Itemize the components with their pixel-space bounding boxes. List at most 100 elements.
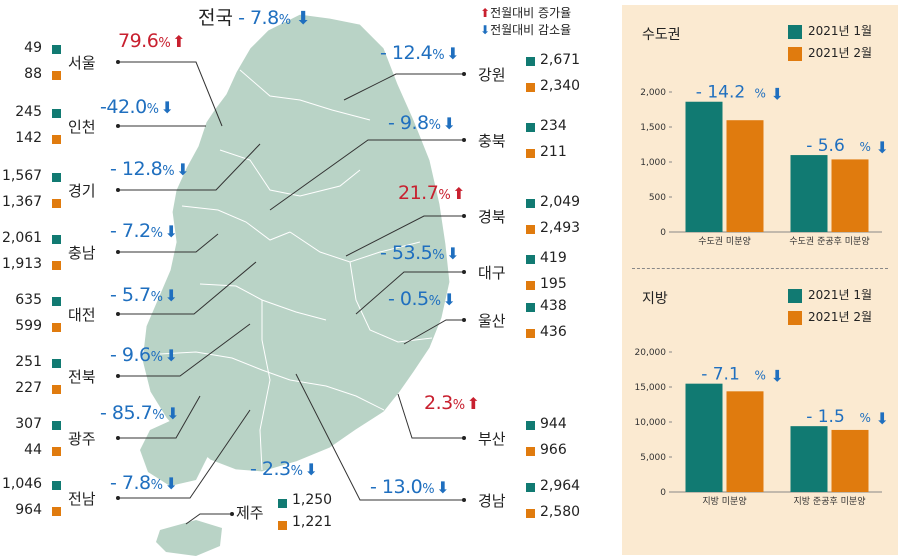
bar-jan: [685, 383, 723, 492]
region-name-jeju: 제주: [236, 504, 264, 522]
map-title: 전국: [198, 7, 233, 29]
change-value: - 12.8: [110, 158, 163, 180]
jeju-island: [156, 520, 222, 556]
arrow-down-icon: ⬇: [876, 409, 889, 428]
national-change: - 7.8: [238, 7, 279, 29]
jan-marker: [526, 57, 535, 66]
category-label: 지방 준공후 미분양: [794, 496, 866, 507]
region-feb-value: 2,340: [540, 78, 581, 94]
region-name: 대구: [478, 264, 506, 282]
region-jan-value: 49: [24, 40, 42, 56]
arrow-down-icon: ⬇: [436, 478, 450, 497]
change-value: - 12.4: [380, 42, 433, 64]
arrow-down-icon: ⬇: [164, 346, 178, 365]
y-tick-label: 2,000: [640, 88, 666, 98]
korea-map: [140, 13, 451, 556]
region-feb-value: 599: [15, 318, 42, 334]
arrow-down-icon: ⬇: [480, 23, 491, 37]
y-tick-label: 10,000: [635, 418, 667, 428]
arrow-down-icon: ⬇: [160, 98, 174, 117]
region-change: - 7.2% ⬇: [110, 220, 178, 242]
change-value: - 7.8: [110, 472, 151, 494]
region-change: 79.6% ⬆: [118, 30, 186, 52]
change-value: 79.6: [118, 30, 159, 52]
region-change: - 85.7% ⬇: [100, 402, 179, 424]
change-value: -42.0: [100, 96, 147, 118]
jan-marker: [526, 199, 535, 208]
bar-feb: [726, 391, 764, 492]
region-change: - 12.8% ⬇: [110, 158, 189, 180]
feb-marker: [52, 199, 61, 208]
legend-swatch-jan: [788, 288, 802, 303]
feb-marker: [526, 83, 535, 92]
arrow-down-icon: ⬇: [176, 160, 190, 179]
region-feb-value: 436: [540, 324, 567, 340]
arrow-down-icon: ⬇: [164, 474, 178, 493]
region-name: 경남: [478, 492, 506, 510]
region-feb-value: 1,221: [292, 514, 333, 530]
bar-feb: [831, 429, 869, 492]
region-feb-value: 964: [15, 502, 42, 518]
arrow-down-icon: ⬇: [442, 290, 456, 309]
region-feb-value: 966: [540, 442, 567, 458]
feb-marker: [52, 385, 61, 394]
chart1-legend-feb: 2021년 2월: [788, 44, 872, 61]
change-unit: %: [150, 478, 163, 493]
region-feb-value: 2,580: [540, 504, 581, 520]
jan-marker: [526, 123, 535, 132]
bar-feb: [726, 120, 764, 232]
bar-change-value: - 14.2: [696, 83, 745, 103]
region-name: 인천: [68, 118, 96, 136]
region-jan-value: 419: [540, 250, 567, 266]
legend-decrease-label: 전월대비 감소율: [490, 23, 572, 37]
arrow-down-icon: ⬇: [446, 44, 460, 63]
legend-increase-label: 전월대비 증가율: [490, 6, 572, 20]
feb-marker: [52, 507, 61, 516]
region-feb-value: 1,367: [2, 194, 43, 210]
region-jan-value: 635: [15, 292, 42, 308]
region-name: 광주: [68, 430, 96, 448]
chart2-title: 지방: [642, 291, 668, 307]
region-jan-value: 251: [15, 354, 42, 370]
change-value: 2.3: [424, 392, 453, 414]
region-change: -42.0% ⬇: [100, 96, 174, 118]
region-jan-value: 307: [15, 416, 42, 432]
chart1-title: 수도권: [642, 27, 681, 43]
jan-marker: [526, 255, 535, 264]
region-name: 충북: [478, 132, 506, 150]
region-change: - 9.6% ⬇: [110, 344, 178, 366]
feb-marker: [52, 447, 61, 456]
change-unit: %: [290, 464, 303, 479]
region-jan-value: 234: [540, 118, 567, 134]
legend-increase: ⬆전월대비 증가율: [480, 4, 571, 21]
change-unit: %: [152, 408, 165, 423]
change-value: - 5.7: [110, 284, 151, 306]
bar-feb: [831, 159, 869, 232]
region-change: - 7.8% ⬇: [110, 472, 178, 494]
arrow-up-icon: ⬆: [172, 32, 186, 51]
region-feb-value: 227: [15, 380, 42, 396]
region-feb-value: 142: [15, 130, 42, 146]
arrow-down-icon: ⬇: [295, 8, 311, 29]
bar-jan: [790, 426, 828, 492]
jan-marker: [52, 297, 61, 306]
change-value: - 9.6: [110, 344, 151, 366]
feb-marker: [52, 323, 61, 332]
region-name: 충남: [68, 244, 96, 262]
bar-jan: [685, 101, 723, 232]
feb-marker: [278, 521, 287, 530]
category-label: 수도권 준공후 미분양: [789, 235, 869, 247]
legend-swatch-feb: [788, 46, 802, 61]
y-tick-label: 0: [660, 488, 666, 498]
jan-marker: [52, 235, 61, 244]
bar-change-unit: %: [755, 87, 766, 101]
change-value: - 0.5: [388, 288, 429, 310]
arrow-down-icon: ⬇: [304, 460, 318, 479]
region-feb-value: 211: [540, 144, 567, 160]
category-label: 지방 미분양: [702, 496, 746, 507]
arrow-down-icon: ⬇: [771, 85, 784, 104]
y-tick-label: 500: [649, 193, 666, 203]
national-header: 전국 - 7.8% ⬇: [198, 3, 311, 30]
region-jan-value: 1,046: [2, 476, 43, 492]
legend-label-feb: 2021년 2월: [808, 46, 873, 60]
